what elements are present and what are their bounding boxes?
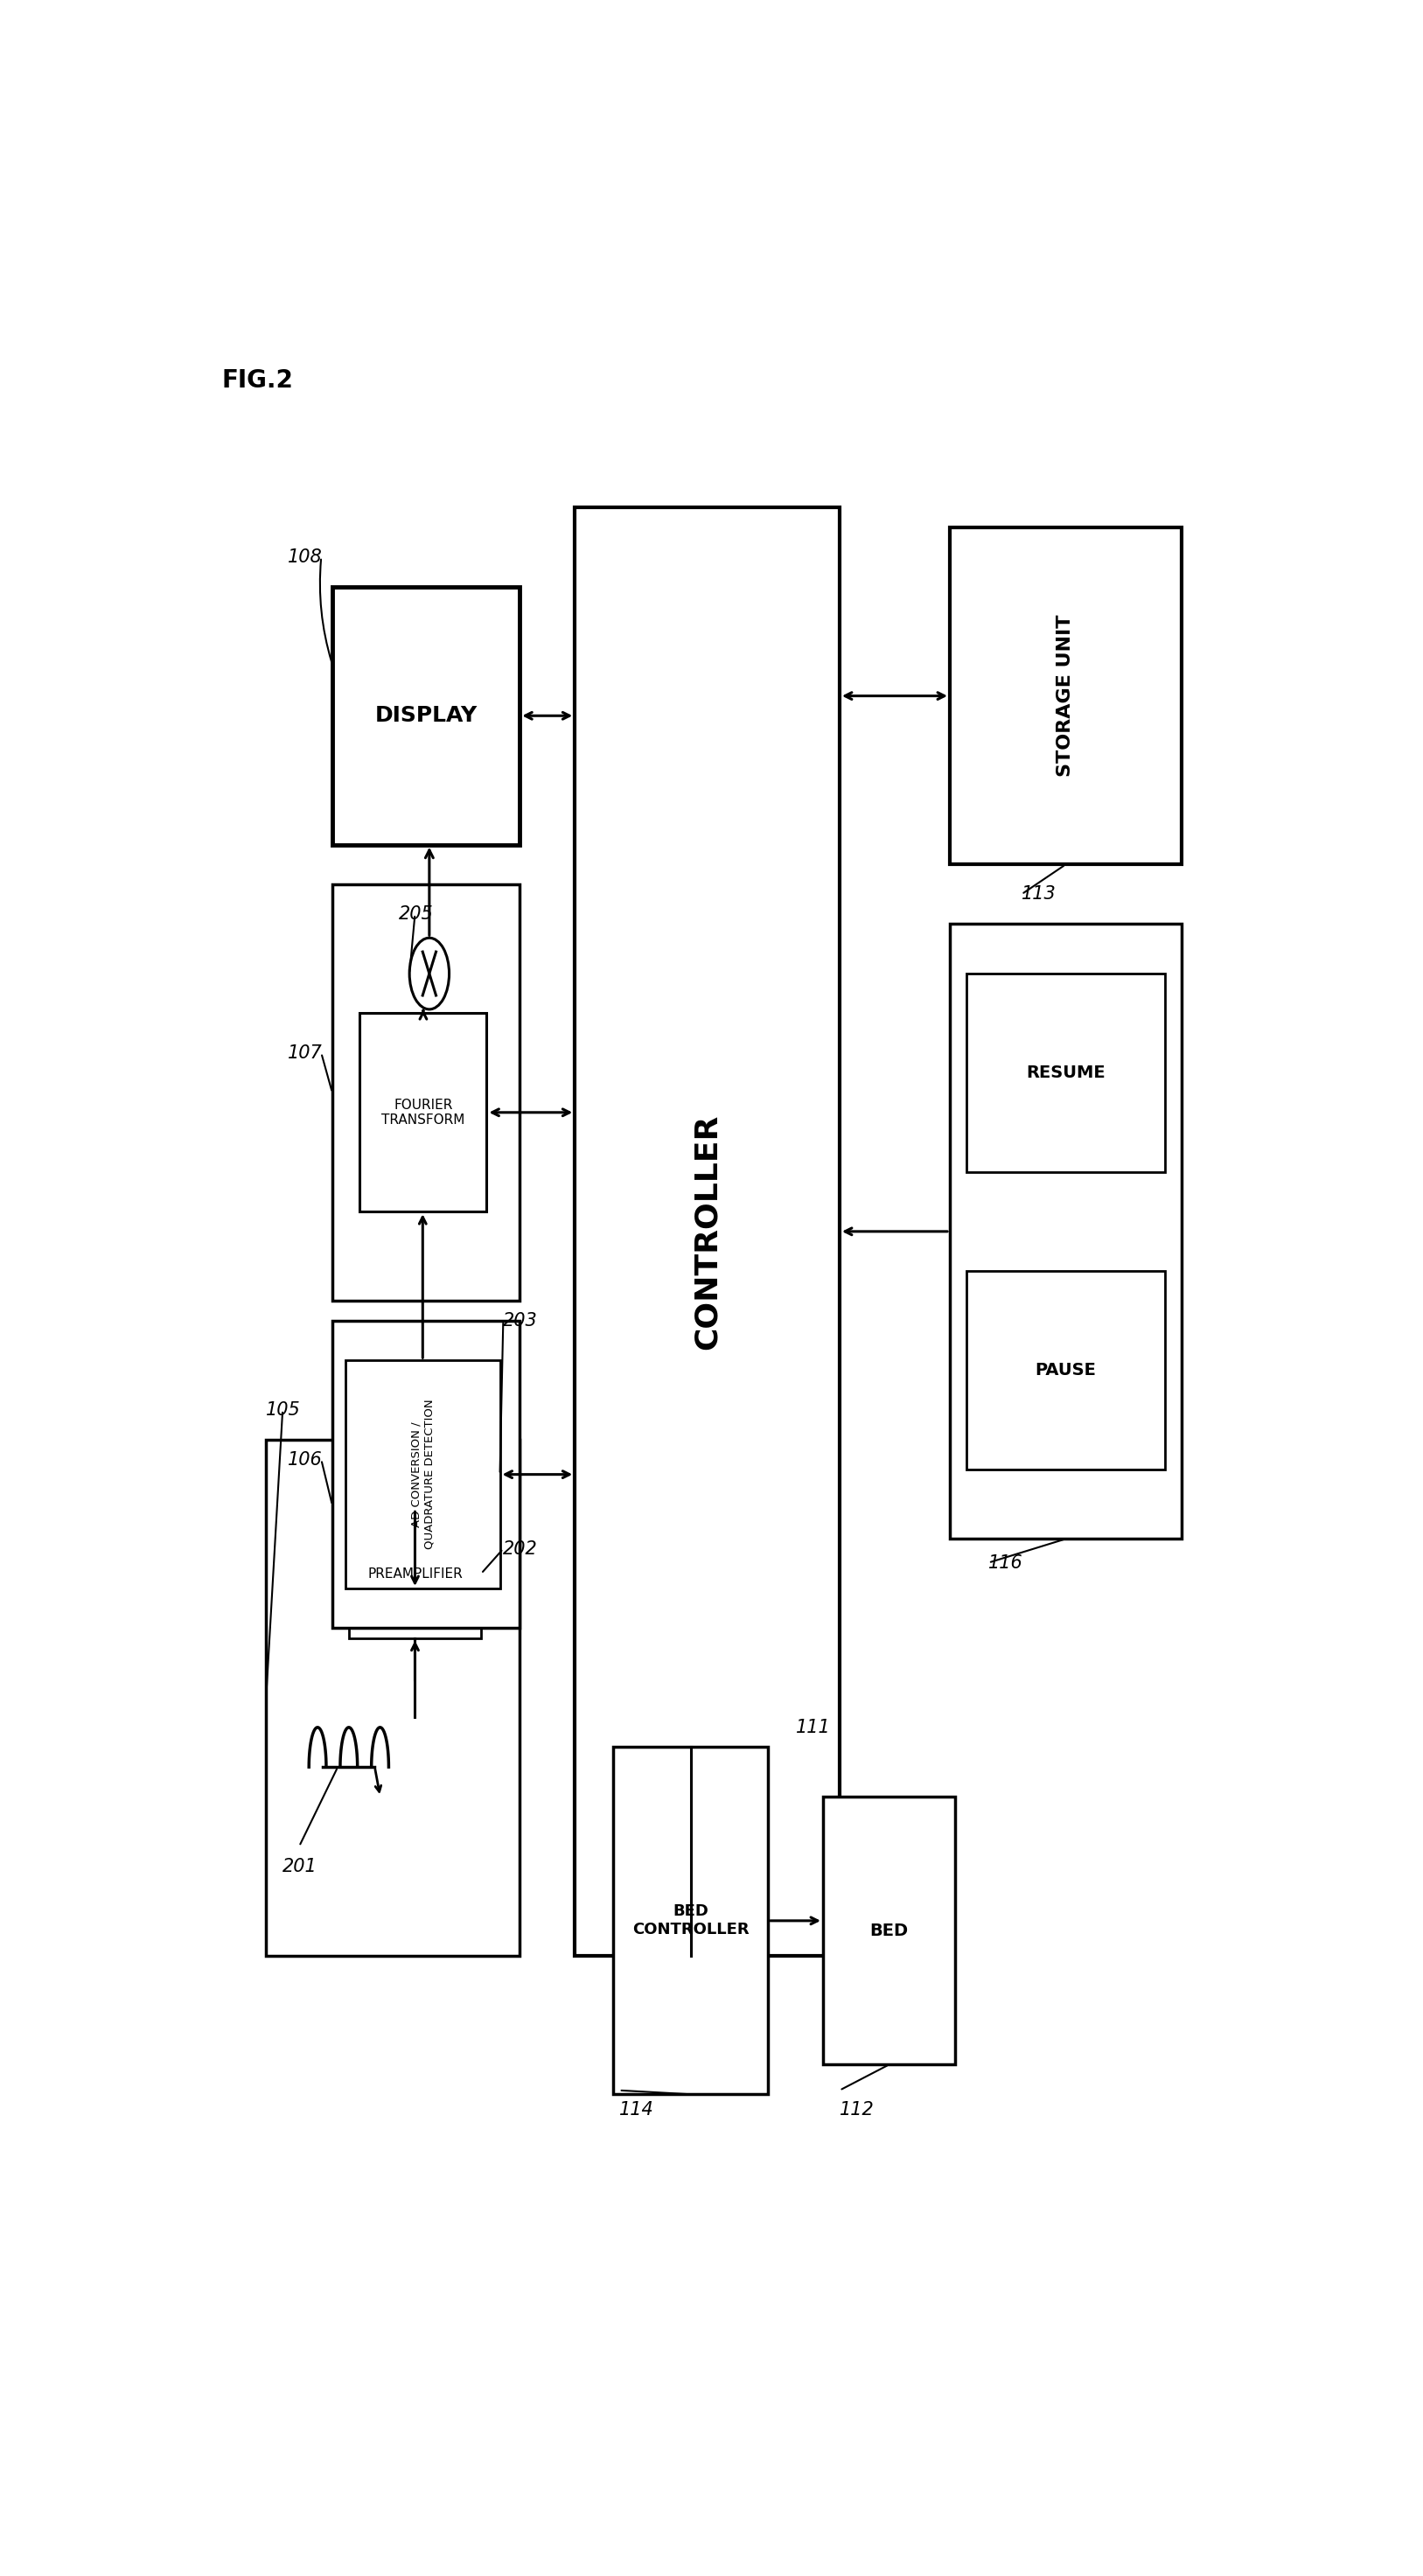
Text: RESUME: RESUME xyxy=(1026,1064,1106,1082)
Bar xyxy=(360,1012,487,1211)
Text: FIG.2: FIG.2 xyxy=(222,368,293,394)
Text: 105: 105 xyxy=(266,1401,300,1419)
Text: 201: 201 xyxy=(283,1857,317,1875)
Bar xyxy=(951,528,1181,866)
Text: PREAMPLIFIER: PREAMPLIFIER xyxy=(367,1566,462,1579)
Text: 202: 202 xyxy=(504,1540,538,1558)
Text: 112: 112 xyxy=(840,2102,874,2120)
Bar xyxy=(332,884,519,1301)
Text: BED: BED xyxy=(869,1922,908,1940)
Text: 113: 113 xyxy=(1022,886,1056,904)
Bar xyxy=(332,587,519,845)
Text: 203: 203 xyxy=(504,1311,538,1329)
Text: AD CONVERSION /
QUADRATURE DETECTION: AD CONVERSION / QUADRATURE DETECTION xyxy=(410,1399,435,1551)
Text: PAUSE: PAUSE xyxy=(1035,1363,1096,1378)
Text: CONTROLLER: CONTROLLER xyxy=(693,1113,721,1350)
Bar xyxy=(822,1798,955,2063)
Bar xyxy=(575,507,840,1955)
Text: 111: 111 xyxy=(795,1718,830,1736)
Text: 108: 108 xyxy=(287,549,323,567)
Text: FOURIER
TRANSFORM: FOURIER TRANSFORM xyxy=(381,1097,465,1126)
Text: 114: 114 xyxy=(619,2102,653,2120)
Bar xyxy=(966,1270,1165,1468)
Text: 107: 107 xyxy=(287,1043,323,1061)
Bar xyxy=(951,925,1181,1538)
Text: STORAGE UNIT: STORAGE UNIT xyxy=(1057,616,1074,778)
Text: BED
CONTROLLER: BED CONTROLLER xyxy=(632,1904,748,1937)
Bar xyxy=(966,974,1165,1172)
Bar xyxy=(266,1440,519,1955)
Text: 106: 106 xyxy=(287,1450,323,1468)
Text: 205: 205 xyxy=(398,904,433,922)
Bar xyxy=(332,1321,519,1628)
Text: 116: 116 xyxy=(989,1553,1023,1571)
Bar xyxy=(349,1510,481,1638)
Text: DISPLAY: DISPLAY xyxy=(374,706,477,726)
Bar xyxy=(346,1360,499,1589)
Bar xyxy=(613,1747,768,2094)
